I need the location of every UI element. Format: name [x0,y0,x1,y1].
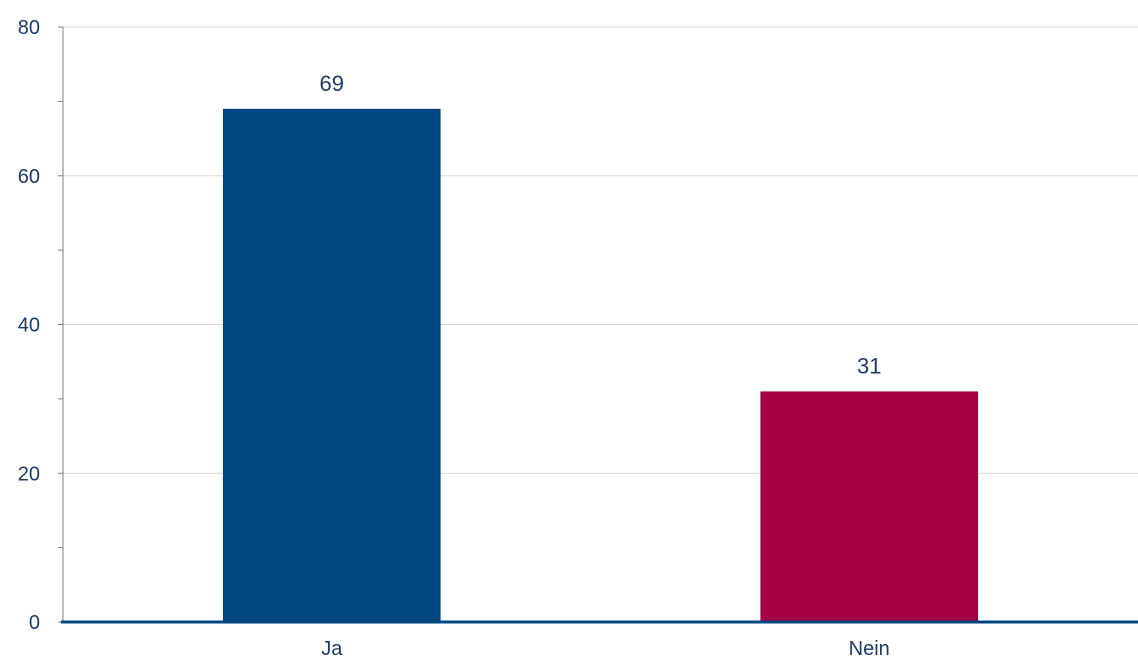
x-tick-label: Nein [849,638,890,660]
y-tick-label: 20 [18,463,40,485]
x-tick-label: Ja [321,638,343,660]
x-axis: Ja Nein [61,620,1138,660]
y-tick-label: 40 [18,315,40,337]
bars: 69 31 [222,71,979,622]
bar-nein [760,391,979,622]
bar-ja [222,108,441,622]
y-axis: 0 20 40 60 80 [18,17,64,634]
data-label: 31 [857,353,881,378]
y-tick-label: 0 [29,612,40,634]
data-label: 69 [320,71,344,96]
y-tick-label: 80 [18,17,40,39]
y-tick-label: 60 [18,166,40,188]
